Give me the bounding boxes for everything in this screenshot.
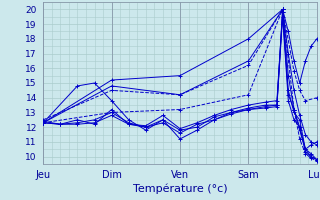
X-axis label: Température (°c): Température (°c) (133, 183, 227, 194)
